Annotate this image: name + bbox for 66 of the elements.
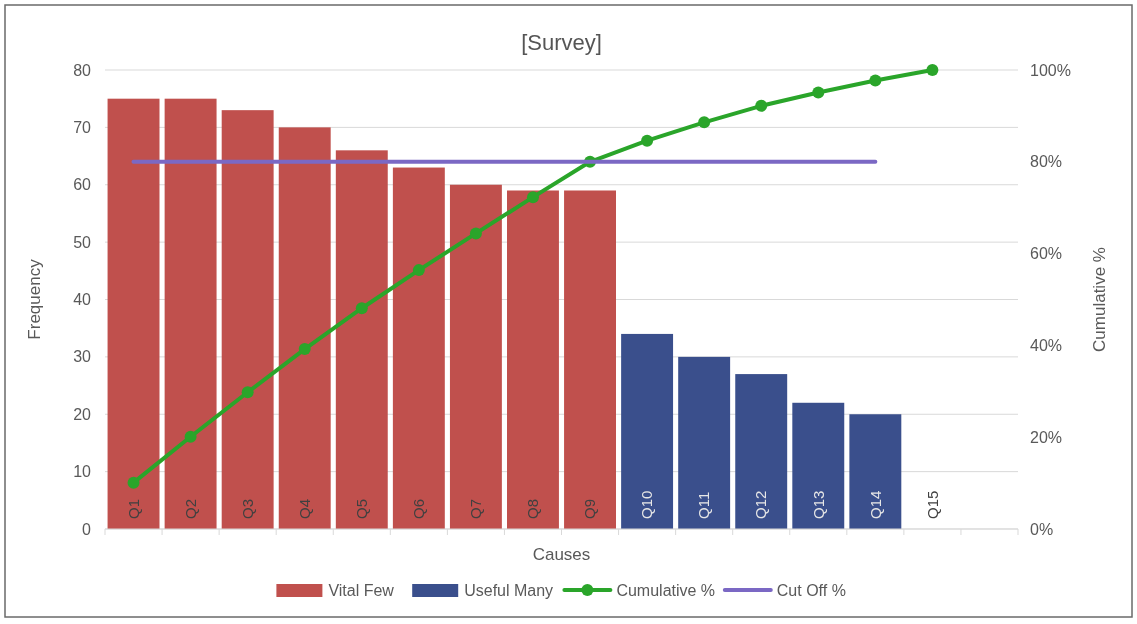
bar xyxy=(107,98,160,529)
point xyxy=(926,64,939,76)
bar xyxy=(507,190,559,529)
point xyxy=(526,191,539,204)
y2-tick-label: 40% xyxy=(1030,337,1063,354)
x-tick-label: Q7 xyxy=(467,498,485,519)
x-tick-label: Q10 xyxy=(638,490,656,519)
y-tick-label: 30 xyxy=(73,348,92,366)
point xyxy=(355,302,368,315)
bar xyxy=(792,402,845,529)
point xyxy=(469,227,482,240)
bar xyxy=(164,98,217,529)
point xyxy=(127,476,140,489)
x-axis-title: Causes xyxy=(532,545,591,564)
bar xyxy=(449,184,502,529)
y2-axis-title: Cumulative % xyxy=(1090,247,1109,352)
point xyxy=(812,86,825,99)
y2-tick-label: 0% xyxy=(1030,520,1054,538)
bar xyxy=(335,150,388,529)
bar xyxy=(678,356,731,529)
point xyxy=(698,116,711,129)
x-tick-label: Q8 xyxy=(524,498,542,519)
point xyxy=(641,134,654,147)
bar xyxy=(392,167,445,529)
point xyxy=(241,386,254,399)
point xyxy=(869,74,882,87)
point xyxy=(412,264,425,277)
bar xyxy=(221,110,274,529)
x-tick-label: Q1 xyxy=(124,498,142,519)
chart-title: [Survey] xyxy=(521,30,602,55)
y-tick-label: 10 xyxy=(73,463,92,481)
bar xyxy=(735,374,788,529)
legend-label: Cumulative % xyxy=(616,581,716,599)
y2-tick-label: 80% xyxy=(1030,153,1063,171)
y-tick-label: 80 xyxy=(73,61,92,79)
y2-tick-label: 100% xyxy=(1030,61,1071,79)
x-tick-label: Q2 xyxy=(181,498,199,519)
y-tick-label: 60 xyxy=(73,176,92,194)
y-tick-label: 50 xyxy=(73,233,92,251)
point xyxy=(298,343,311,356)
point xyxy=(755,99,768,112)
y-tick-label: 40 xyxy=(73,291,92,309)
legend-label: Useful Many xyxy=(464,581,554,599)
legend-label: Cut Off % xyxy=(776,581,846,599)
x-tick-label: Q5 xyxy=(353,498,371,519)
legend-label: Vital Few xyxy=(328,581,395,599)
x-tick-label: Q11 xyxy=(695,491,713,519)
bar xyxy=(278,127,331,529)
x-tick-label: Q3 xyxy=(238,498,256,519)
x-tick-label: Q14 xyxy=(866,490,884,519)
x-tick-label: Q15 xyxy=(923,490,941,519)
x-tick-label: Q4 xyxy=(295,498,313,519)
y-tick-label: 0 xyxy=(82,520,92,538)
x-tick-label: Q13 xyxy=(809,490,827,519)
x-tick-label: Q6 xyxy=(410,498,428,519)
y-tick-label: 20 xyxy=(73,405,92,423)
point xyxy=(184,430,197,443)
y-axis-title: Frequency xyxy=(25,258,44,340)
bar xyxy=(564,190,616,529)
x-tick-label: Q9 xyxy=(581,498,599,519)
x-tick-label: Q12 xyxy=(752,490,770,519)
bar xyxy=(849,414,902,529)
y2-tick-label: 20% xyxy=(1030,428,1063,446)
y2-tick-label: 60% xyxy=(1030,245,1063,263)
y-tick-label: 70 xyxy=(73,118,92,136)
bar xyxy=(621,333,674,529)
